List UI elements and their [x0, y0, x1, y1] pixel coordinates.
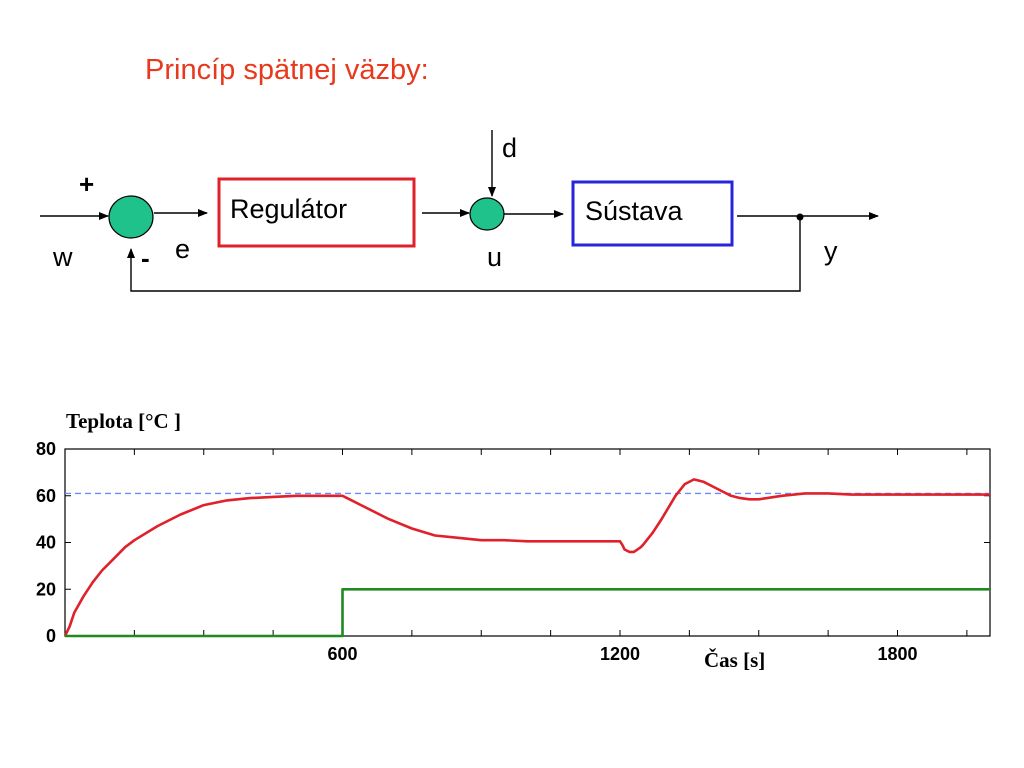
plus-sign: +: [79, 169, 94, 199]
y-tick-label: 0: [46, 626, 56, 646]
y-tick-label: 80: [36, 439, 56, 459]
series-line-temperature: [63, 478, 990, 637]
signal-label-d: d: [502, 133, 517, 163]
x-axis-label: Čas [s]: [704, 648, 765, 672]
signal-label-w: w: [52, 242, 73, 272]
minus-sign: -: [141, 243, 150, 273]
sustava-block: [571, 180, 734, 247]
x-tick-label: 1800: [877, 644, 917, 664]
y-axis-label: Teplota [°C ]: [66, 409, 181, 433]
regulator-label: Regulátor: [230, 194, 347, 224]
sustava-label: Sústava: [585, 196, 684, 226]
signal-label-y: y: [824, 236, 838, 266]
x-ticks: 600 1200 1800: [133, 449, 968, 664]
block-diagram: Regulátor Sústava w e u d y + -: [40, 130, 879, 292]
series-line-step-input: [65, 587, 990, 638]
page-title: Princíp spätnej väzby:: [145, 54, 429, 86]
temperature-chart: Teplota [°C ] Čas [s] 0 20 40 60 80 600 1200 1…: [36, 409, 991, 672]
y-tick-label: 60: [36, 486, 56, 506]
summing-junction-2: [469, 197, 505, 231]
signal-label-u: u: [487, 242, 502, 272]
signal-label-e: e: [175, 234, 190, 264]
y-tick-label: 20: [36, 579, 56, 599]
feedback-path: [127, 217, 801, 292]
series-group: [63, 478, 990, 638]
regulator-block: [217, 177, 416, 248]
y-tick-label: 40: [36, 533, 56, 553]
x-tick-label: 600: [327, 644, 357, 664]
y-ticks: 0 20 40 60 80: [36, 439, 990, 646]
summing-junction-1: [108, 195, 154, 239]
x-tick-label: 1200: [600, 644, 640, 664]
